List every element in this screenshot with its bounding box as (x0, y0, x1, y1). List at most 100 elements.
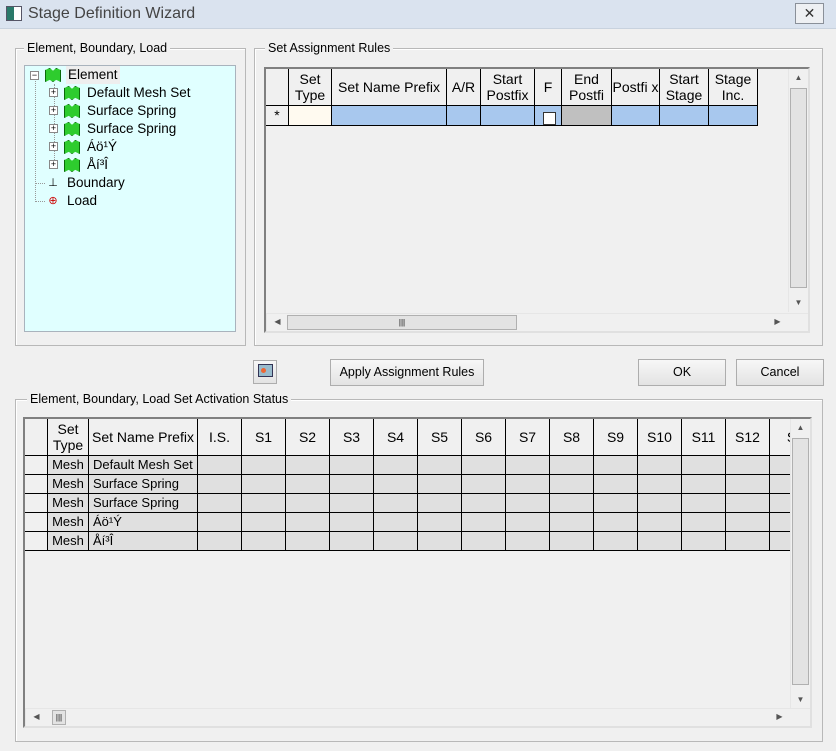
stage-status-cell[interactable] (242, 456, 286, 475)
set-name-cell[interactable]: Surface Spring (89, 475, 198, 494)
vertical-scrollbar[interactable]: ▲ ▼ (790, 419, 810, 709)
column-header[interactable]: Set Type (289, 69, 332, 106)
scroll-right-arrow-icon[interactable]: ▶ (774, 317, 781, 326)
tree-node-boundary[interactable]: Boundary (67, 175, 125, 190)
stage-status-cell[interactable] (550, 456, 594, 475)
stage-status-cell[interactable] (374, 475, 418, 494)
stage-status-cell[interactable] (286, 456, 330, 475)
expand-toggle[interactable]: + (49, 87, 58, 97)
scroll-left-arrow-icon[interactable]: ◀ (274, 317, 281, 326)
stage-status-cell[interactable] (682, 494, 726, 513)
stage-status-cell[interactable] (550, 532, 594, 551)
row-header[interactable] (25, 475, 48, 494)
assignment-rules-grid[interactable]: * Set Type Set Name Prefix A/R Start Postfix… (264, 67, 810, 333)
tree-node-element[interactable]: Element (66, 66, 120, 84)
stage-status-cell[interactable] (418, 475, 462, 494)
row-header[interactable] (25, 456, 48, 475)
set-name-cell[interactable]: Default Mesh Set (89, 456, 198, 475)
stage-status-cell[interactable] (682, 513, 726, 532)
rule-cell[interactable] (332, 106, 447, 126)
stage-status-cell[interactable] (462, 456, 506, 475)
stage-status-cell[interactable] (594, 456, 638, 475)
f-checkbox[interactable] (543, 112, 556, 125)
stage-status-cell[interactable] (594, 532, 638, 551)
stage-status-cell[interactable] (462, 494, 506, 513)
stage-status-cell[interactable] (286, 494, 330, 513)
column-header[interactable]: S11 (682, 419, 726, 456)
scroll-down-arrow-icon[interactable]: ▼ (796, 695, 805, 704)
stage-status-cell[interactable] (550, 475, 594, 494)
stage-status-cell[interactable] (594, 494, 638, 513)
expand-toggle[interactable]: + (49, 141, 58, 151)
set-type-cell[interactable]: Mesh (48, 513, 89, 532)
column-header[interactable]: S8 (550, 419, 594, 456)
row-header[interactable] (25, 494, 48, 513)
stage-status-cell[interactable] (506, 532, 550, 551)
set-type-cell[interactable]: Mesh (48, 532, 89, 551)
rule-cell[interactable] (535, 106, 562, 126)
stage-status-cell[interactable] (506, 475, 550, 494)
ok-button[interactable]: OK (638, 359, 726, 386)
stage-status-cell[interactable] (462, 532, 506, 551)
stage-status-cell[interactable] (374, 532, 418, 551)
rule-cell[interactable] (709, 106, 758, 126)
column-header[interactable]: S12 (726, 419, 770, 456)
stage-status-cell[interactable] (330, 475, 374, 494)
column-header[interactable]: S4 (374, 419, 418, 456)
horizontal-scrollbar[interactable]: ◀ ||| ▶ (25, 708, 810, 726)
stage-status-cell[interactable] (462, 475, 506, 494)
column-header[interactable]: S2 (286, 419, 330, 456)
column-header[interactable] (25, 419, 48, 456)
stage-status-cell[interactable] (286, 532, 330, 551)
stage-status-cell[interactable] (462, 513, 506, 532)
column-header[interactable]: Start Postfix (481, 69, 535, 106)
stage-status-cell[interactable] (330, 456, 374, 475)
set-type-cell[interactable]: Mesh (48, 494, 89, 513)
scroll-thumb[interactable]: ||| (287, 315, 517, 330)
stage-status-cell[interactable] (506, 456, 550, 475)
stage-status-cell[interactable] (726, 532, 770, 551)
scroll-left-arrow-icon[interactable]: ◀ (33, 712, 40, 721)
rule-cell[interactable] (660, 106, 709, 126)
tree-node-load[interactable]: Load (67, 193, 98, 208)
column-header[interactable] (266, 69, 289, 106)
stage-status-cell[interactable] (374, 456, 418, 475)
stage-status-cell[interactable] (638, 532, 682, 551)
tree-node-mesh-set[interactable]: Default Mesh Set (87, 85, 191, 100)
stage-status-cell[interactable] (374, 494, 418, 513)
rule-cell[interactable] (289, 106, 332, 126)
stage-status-cell[interactable] (638, 456, 682, 475)
stage-status-cell[interactable] (726, 494, 770, 513)
stage-status-cell[interactable] (682, 475, 726, 494)
stage-status-cell[interactable] (242, 494, 286, 513)
tree-node-mesh-set[interactable]: Surface Spring (87, 121, 177, 136)
cancel-button[interactable]: Cancel (736, 359, 824, 386)
stage-status-cell[interactable] (198, 456, 242, 475)
stage-status-cell[interactable] (418, 494, 462, 513)
stage-status-cell[interactable] (682, 456, 726, 475)
stage-status-cell[interactable] (550, 494, 594, 513)
column-header[interactable]: End Postfi (562, 69, 612, 106)
tree-node-mesh-set[interactable]: Åí³Î (87, 157, 109, 172)
stage-status-cell[interactable] (242, 513, 286, 532)
stage-status-cell[interactable] (726, 513, 770, 532)
set-name-cell[interactable]: Åí³Î (89, 532, 198, 551)
stage-status-cell[interactable] (330, 513, 374, 532)
collapse-toggle[interactable]: − (30, 70, 39, 80)
set-name-cell[interactable]: Áö¹Ý (89, 513, 198, 532)
stage-status-cell[interactable] (506, 494, 550, 513)
column-header[interactable]: S5 (418, 419, 462, 456)
stage-status-cell[interactable] (198, 513, 242, 532)
scroll-up-arrow-icon[interactable]: ▲ (794, 73, 803, 82)
stage-status-cell[interactable] (594, 513, 638, 532)
rule-cell[interactable] (447, 106, 481, 126)
stage-status-cell[interactable] (726, 456, 770, 475)
stage-status-cell[interactable] (594, 475, 638, 494)
column-header[interactable]: Set Type (48, 419, 89, 456)
stage-status-cell[interactable] (550, 513, 594, 532)
stage-status-cell[interactable] (330, 494, 374, 513)
expand-toggle[interactable]: + (49, 105, 58, 115)
column-header[interactable]: A/R (447, 69, 481, 106)
set-tree[interactable]: − Element + Default Mesh Set + Surface Spring… (24, 65, 236, 332)
tree-node-mesh-set[interactable]: Áö¹Ý (87, 139, 118, 154)
